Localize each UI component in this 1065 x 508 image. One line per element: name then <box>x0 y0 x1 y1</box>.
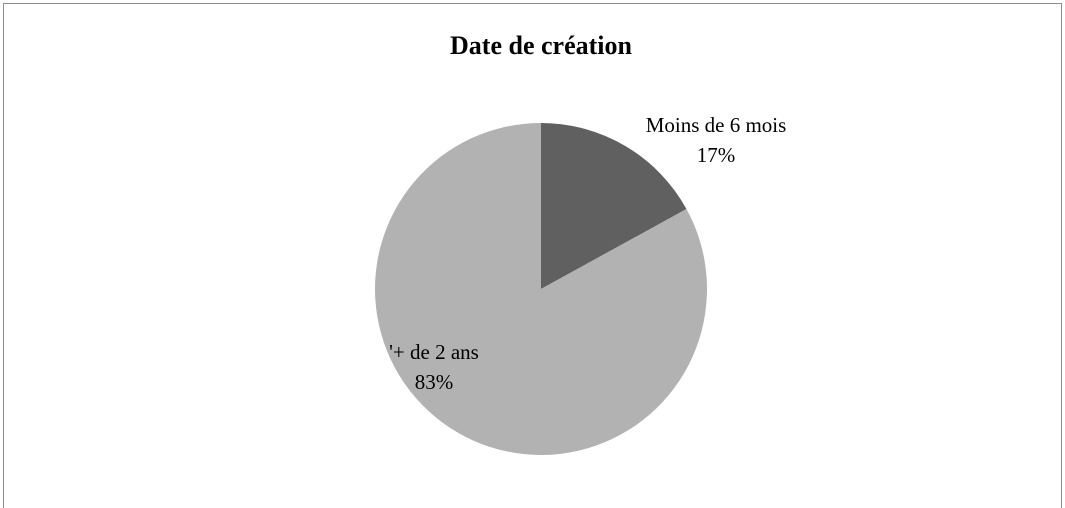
pie-slice <box>375 123 707 456</box>
chart-frame <box>3 3 1062 508</box>
pie-slice <box>541 123 687 289</box>
chart-title: Date de création <box>450 31 632 60</box>
slice-label: '+ de 2 ans <box>389 340 479 364</box>
slice-value-label: 17% <box>697 143 736 167</box>
slice-label: Moins de 6 mois <box>646 113 787 137</box>
slice-value-label: 83% <box>415 370 454 394</box>
